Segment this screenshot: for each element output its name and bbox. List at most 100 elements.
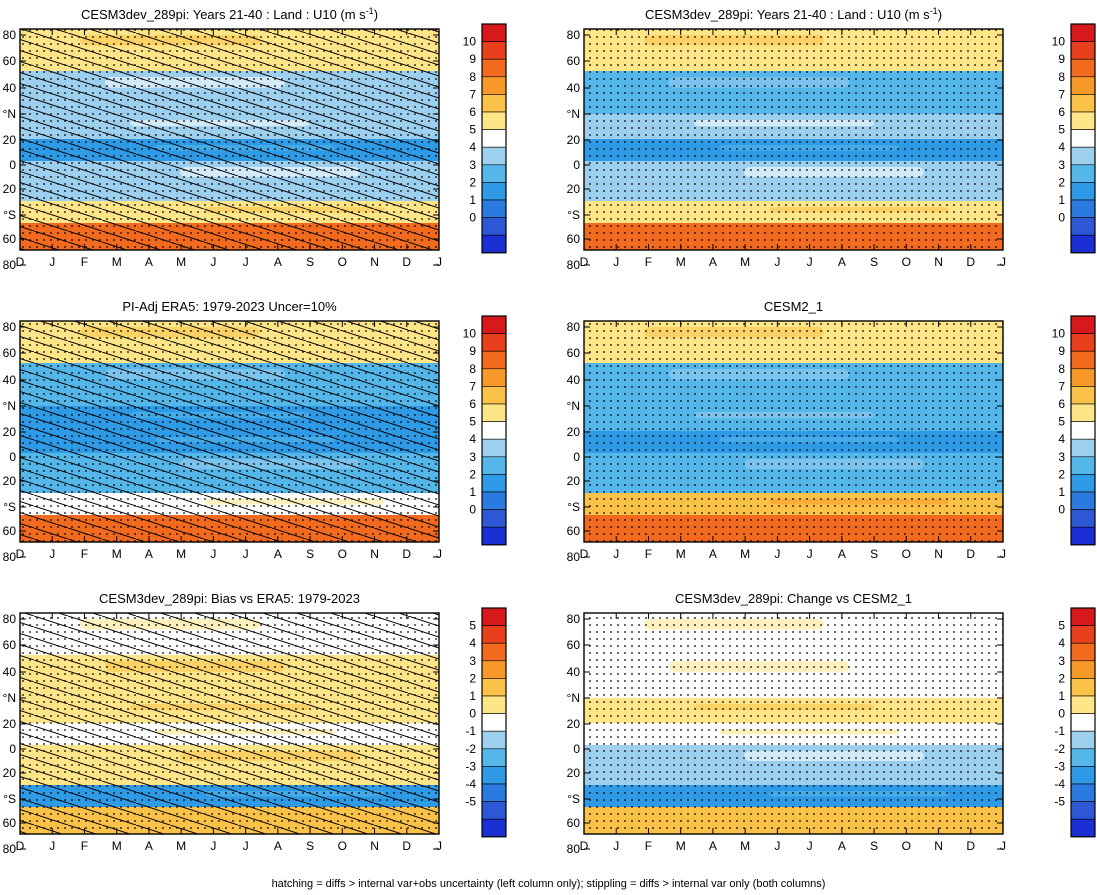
y-tick-label: 60 xyxy=(3,346,17,360)
x-tick-label: J xyxy=(1000,839,1006,853)
colorbar-swatch xyxy=(1070,526,1096,546)
y-tick-label: 40 xyxy=(3,81,17,95)
colorbar-label: 1 xyxy=(1058,689,1065,703)
colorbar-label: 5 xyxy=(469,123,476,137)
colorbar-swatch xyxy=(481,111,507,130)
x-tick-label: M xyxy=(176,839,186,853)
colorbar-swatch xyxy=(1070,41,1096,60)
colorbar-label: 4 xyxy=(469,140,476,154)
colorbar-swatch xyxy=(481,315,507,334)
y-tick-label: 20 xyxy=(3,766,17,780)
colorbar-swatch xyxy=(481,368,507,387)
x-tick-label: D xyxy=(966,547,975,561)
colorbar-label: 10 xyxy=(463,35,477,49)
x-tick-label: F xyxy=(645,547,652,561)
x-tick-label: S xyxy=(870,255,878,269)
y-tick-label: 0 xyxy=(573,742,580,756)
x-tick-label: D xyxy=(16,839,25,853)
hatch-overlay xyxy=(20,613,439,834)
colorbar-label: 0 xyxy=(1058,707,1065,721)
x-tick-label: J xyxy=(243,839,249,853)
colorbar-swatch xyxy=(481,456,507,475)
chart-title: CESM3dev_289pi: Change vs CESM2_1 xyxy=(675,591,912,606)
colorbar-swatch xyxy=(481,164,507,183)
colorbar-swatch xyxy=(1070,491,1096,510)
x-tick-label: O xyxy=(902,255,911,269)
x-tick-label: N xyxy=(934,255,943,269)
colorbar-swatch xyxy=(1070,801,1096,820)
x-tick-label: J xyxy=(613,839,619,853)
y-tick-label: 40 xyxy=(567,373,581,387)
x-tick-label: F xyxy=(81,839,88,853)
chart-title-end: ) xyxy=(938,7,942,22)
chart-title: CESM3dev_289pi: Years 21-40 : Land : U10… xyxy=(645,6,942,22)
x-tick-label: M xyxy=(112,839,122,853)
colorbar-label: 2 xyxy=(1058,671,1065,685)
colorbar-label: -2 xyxy=(465,742,476,756)
colorbar-label: 8 xyxy=(1058,70,1065,84)
chart-title-main: CESM3dev_289pi: Years 21-40 : Land : U10… xyxy=(81,7,366,22)
x-tick-label: D xyxy=(580,839,589,853)
y-tick-label: 40 xyxy=(567,81,581,95)
x-tick-label: A xyxy=(274,839,282,853)
x-tick-label: F xyxy=(81,255,88,269)
y-tick-label: °N xyxy=(3,107,16,121)
y-tick-label: 20 xyxy=(3,474,17,488)
y-tick-label: °S xyxy=(3,792,16,806)
x-tick-label: J xyxy=(436,547,442,561)
y-tick-label: °S xyxy=(567,792,580,806)
chart-title: CESM3dev_289pi: Bias vs ERA5: 1979-2023 xyxy=(99,591,360,606)
y-tick-label: 80 xyxy=(3,612,17,626)
colorbar-label: 5 xyxy=(1058,123,1065,137)
colorbar-swatch xyxy=(481,607,507,626)
x-tick-label: D xyxy=(16,547,25,561)
y-tick-label: 0 xyxy=(9,158,16,172)
x-tick-label: A xyxy=(274,547,282,561)
colorbar-swatch xyxy=(1070,23,1096,42)
colorbar-swatch xyxy=(1070,509,1096,528)
x-tick-label: D xyxy=(402,547,411,561)
chart-title: PI-Adj ERA5: 1979-2023 Uncer=10% xyxy=(122,299,337,314)
colorbar-label: 6 xyxy=(469,397,476,411)
y-tick-label: °S xyxy=(567,208,580,222)
x-tick-label: A xyxy=(145,255,153,269)
colorbar-swatch xyxy=(1070,217,1096,236)
y-tick-label: °S xyxy=(567,500,580,514)
x-tick-label: J xyxy=(210,839,216,853)
colorbar-label: 0 xyxy=(469,503,476,517)
y-tick-label: 0 xyxy=(573,450,580,464)
y-tick-label: 20 xyxy=(3,717,17,731)
x-tick-label: J xyxy=(1000,547,1006,561)
y-tick-label: 0 xyxy=(9,742,16,756)
colorbar-label: 8 xyxy=(1058,362,1065,376)
colorbar-swatch xyxy=(1070,660,1096,679)
y-tick-label: 80 xyxy=(3,550,17,564)
x-tick-label: A xyxy=(145,839,153,853)
chart-panel-5: CESM3dev_289pi: Bias vs ERA5: 1979-2023 D… xyxy=(3,591,507,856)
colorbar-label: 4 xyxy=(1058,140,1065,154)
colorbar-swatch xyxy=(481,41,507,60)
chart-title-main: CESM3dev_289pi: Bias vs ERA5: 1979-2023 xyxy=(99,591,360,606)
colorbar-swatch xyxy=(481,333,507,352)
y-tick-label: °N xyxy=(567,399,580,413)
y-tick-label: °S xyxy=(3,208,16,222)
colorbar-label: 2 xyxy=(1058,175,1065,189)
chart-panel-4: CESM2_1D J F M A M J J A S O N D J806040°N20020°S6080… xyxy=(567,299,1096,564)
x-tick-label: J xyxy=(210,547,216,561)
colorbar-label: 2 xyxy=(469,671,476,685)
colorbar-swatch xyxy=(1070,403,1096,422)
colorbar-swatch xyxy=(1070,350,1096,370)
colorbar-label: -5 xyxy=(1054,795,1065,809)
colorbar-label: 0 xyxy=(469,211,476,225)
x-tick-label: A xyxy=(838,839,846,853)
x-tick-label: N xyxy=(370,839,379,853)
colorbar-swatch xyxy=(1070,164,1096,183)
colorbar-label: 3 xyxy=(1058,450,1065,464)
colorbar-swatch xyxy=(1070,730,1096,750)
x-tick-label: F xyxy=(81,547,88,561)
x-tick-label: S xyxy=(870,839,878,853)
chart-title-main: PI-Adj ERA5: 1979-2023 Uncer=10% xyxy=(122,299,337,314)
colorbar-frame xyxy=(481,315,507,546)
y-tick-label: 40 xyxy=(3,665,17,679)
colorbar-label: 1 xyxy=(1058,485,1065,499)
